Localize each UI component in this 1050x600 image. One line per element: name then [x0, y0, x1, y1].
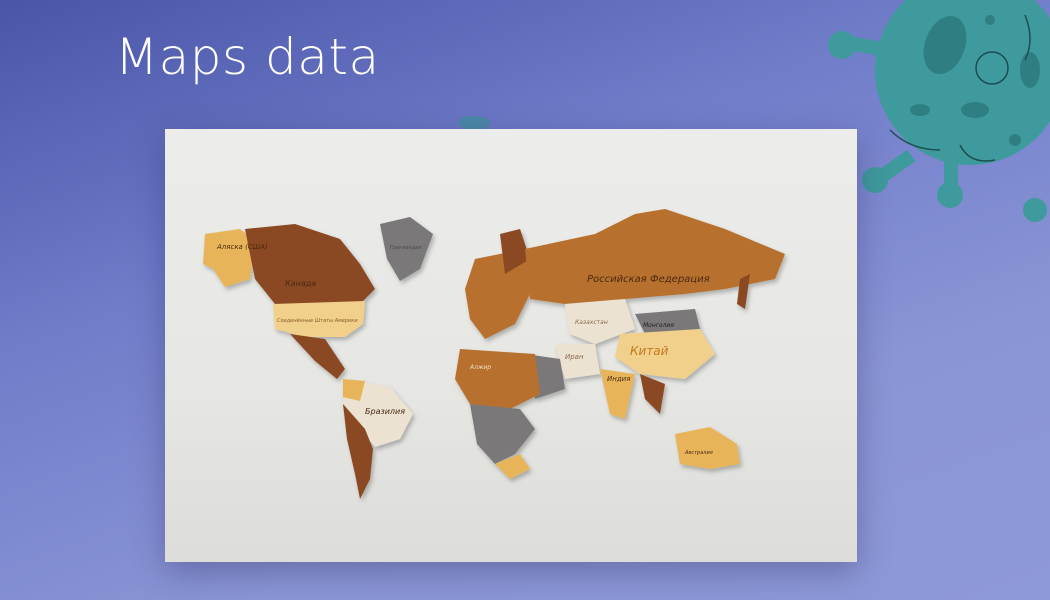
virus-icon — [828, 0, 1050, 222]
europe-shape — [465, 249, 535, 339]
slide-title: Maps data — [115, 28, 380, 86]
world-map-photo: Аляска (США) Канада Соединённые Штаты Ам… — [165, 129, 857, 562]
label-alaska: Аляска (США) — [216, 243, 268, 251]
south-america-west — [343, 404, 373, 499]
russia-shape — [525, 209, 785, 304]
greenland-shape — [380, 217, 433, 281]
label-russia: Российская Федерация — [587, 274, 710, 285]
label-brazil: Бразилия — [365, 407, 405, 416]
alaska-shape — [203, 229, 255, 287]
scandinavia-shape — [500, 229, 530, 274]
mexico-shape — [290, 334, 345, 379]
africa-north — [455, 349, 540, 409]
japan-shape — [737, 274, 750, 309]
label-china: Китай — [630, 344, 669, 358]
africa-central — [470, 404, 535, 464]
kazakhstan-shape — [565, 299, 635, 344]
label-usa: Соединённые Штаты Америки — [277, 318, 358, 324]
label-algeria: Алжир — [469, 364, 491, 371]
canada-shape — [245, 224, 375, 304]
india-shape — [600, 369, 635, 419]
label-mongolia: Монголия — [643, 322, 674, 329]
label-iran: Иран — [565, 353, 584, 361]
southeast-asia-shape — [640, 374, 665, 414]
china-shape — [615, 329, 715, 379]
iran-shape — [555, 344, 600, 379]
australia-shape — [675, 427, 740, 469]
label-australia: Австралия — [684, 450, 713, 456]
africa-south — [495, 454, 530, 479]
colombia-shape — [343, 379, 365, 401]
label-india: Индия — [607, 375, 630, 383]
mongolia-shape — [635, 309, 700, 334]
usa-shape — [273, 301, 365, 337]
label-greenland: Гренландия — [390, 245, 422, 251]
decorative-blob — [458, 116, 490, 130]
label-kazakhstan: Казахстан — [575, 319, 608, 326]
wooden-world-map: Аляска (США) Канада Соединённые Штаты Ам… — [203, 209, 785, 499]
label-canada: Канада — [285, 279, 316, 288]
